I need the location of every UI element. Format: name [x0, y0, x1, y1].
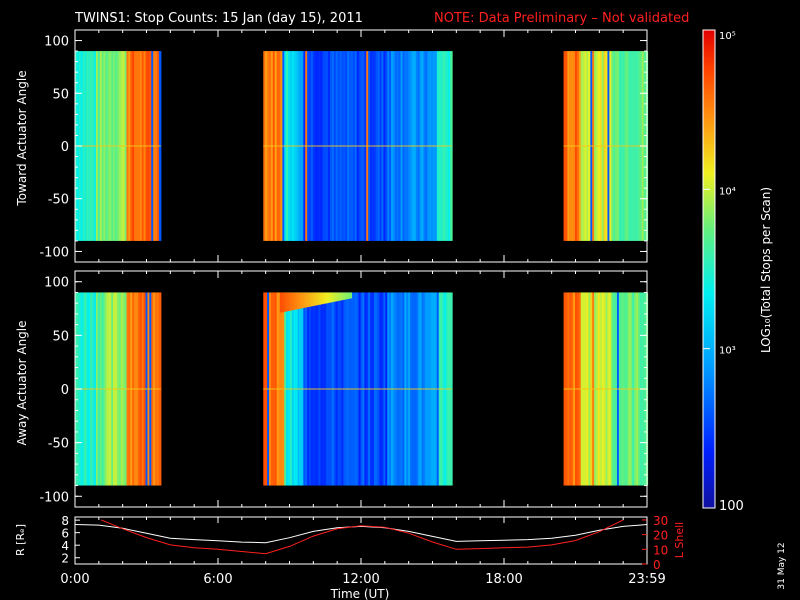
- plot-title: TWINS1: Stop Counts: 15 Jan (day 15), 20…: [74, 11, 363, 26]
- heatmap-segment: [263, 292, 453, 486]
- lshell-series-line: [101, 519, 624, 555]
- heatmap-band: [294, 292, 298, 310]
- heatmap-band: [318, 292, 322, 305]
- heatmap-segment: [563, 51, 649, 241]
- heatmap-band: [315, 292, 319, 306]
- orbit-right-ylabel: L Shell: [673, 522, 686, 558]
- x-tick-label: 0:00: [60, 572, 89, 587]
- heatmap-band: [330, 292, 333, 303]
- orbit-frame: [74, 516, 648, 565]
- heatmap-segment: [75, 292, 162, 486]
- heatmap-band: [344, 292, 348, 300]
- heatmap-band: [325, 292, 329, 304]
- heatmap-band: [332, 292, 336, 302]
- heatmap-band: [320, 292, 324, 305]
- heatmap-band: [303, 292, 307, 308]
- heatmap-panel-away: 100 50 0 -50 -100: [39, 270, 649, 508]
- y-tick-label: 50: [52, 87, 69, 102]
- right-tick-label: 10: [653, 543, 668, 557]
- heatmap-band: [339, 292, 343, 301]
- heatmap-band: [313, 292, 317, 306]
- colorbar-tick-label: 100: [719, 499, 744, 514]
- left-tick-label: 8: [61, 514, 69, 528]
- y-tick-label: 0: [61, 140, 69, 155]
- heatmap-panel-toward: 100 50 0 -50 -100: [39, 29, 649, 263]
- left-tick-label: 4: [61, 539, 69, 553]
- y-tick-label: -50: [48, 193, 69, 208]
- x-axis-label: Time (UT): [330, 587, 390, 600]
- x-tick-label: 23:59: [628, 572, 665, 587]
- heatmap-segment: [563, 292, 649, 486]
- heatmap-band: [296, 292, 300, 310]
- x-tick-label: 6:00: [203, 572, 232, 587]
- heatmap-band: [287, 292, 291, 312]
- x-tick-label: 18:00: [485, 572, 522, 587]
- colorbar: [702, 29, 716, 509]
- heatmap-band: [282, 292, 286, 312]
- left-tick-label: 6: [61, 527, 69, 541]
- heatmap-band: [284, 292, 288, 312]
- colorbar-tick-label: 10⁵: [719, 31, 736, 42]
- colorbar-tick-label: 10³: [719, 346, 736, 357]
- colorbar-ticks: 10⁵ 10⁴ 10³ 100: [703, 29, 744, 514]
- heatmap-band: [308, 292, 312, 307]
- left-tick-label: 2: [61, 552, 69, 566]
- heatmap-band: [299, 292, 303, 309]
- heatmap-segment: [263, 51, 453, 241]
- right-tick-label: 20: [653, 529, 668, 543]
- right-tick-label: 0: [653, 558, 661, 572]
- heatmap-band: [341, 292, 345, 300]
- y-tick-label: 100: [44, 276, 69, 291]
- heatmap-band: [306, 292, 310, 308]
- heatmap-band: [349, 292, 353, 299]
- colorbar-label: LOG₁₀(Total Stops per Scan): [759, 187, 773, 353]
- heatmap-band: [327, 292, 331, 303]
- y-tick-label: 0: [61, 383, 69, 398]
- y-tick-label: -100: [39, 490, 69, 505]
- y-tick-label: -100: [39, 245, 69, 260]
- heatmap-band: [322, 292, 326, 304]
- toward-ylabel: Toward Actuator Angle: [15, 70, 29, 206]
- heatmap-band: [279, 292, 283, 313]
- y-tick-label: 50: [52, 329, 69, 344]
- y-tick-label: -50: [48, 437, 69, 452]
- heatmap-band: [346, 292, 350, 299]
- date-stamp: 31 May 12: [777, 542, 787, 589]
- heatmap-band: [291, 292, 295, 311]
- heatmap-band: [310, 292, 314, 307]
- orbit-left-ylabel: R [Rₑ]: [14, 524, 27, 556]
- x-tick-label: 12:00: [342, 572, 379, 587]
- right-tick-label: 30: [653, 514, 668, 528]
- y-tick-label: 100: [44, 35, 69, 50]
- colorbar-tick-label: 10⁴: [719, 186, 736, 197]
- preliminary-note: NOTE: Data Preliminary – Not validated: [434, 11, 689, 26]
- heatmap-band: [334, 292, 338, 302]
- heatmap-band: [301, 292, 305, 309]
- heatmap-band: [337, 292, 341, 301]
- away-ylabel: Away Actuator Angle: [15, 320, 29, 445]
- heatmap-segment: [75, 51, 162, 241]
- heatmap-band: [289, 292, 293, 311]
- r-series-line: [74, 524, 648, 544]
